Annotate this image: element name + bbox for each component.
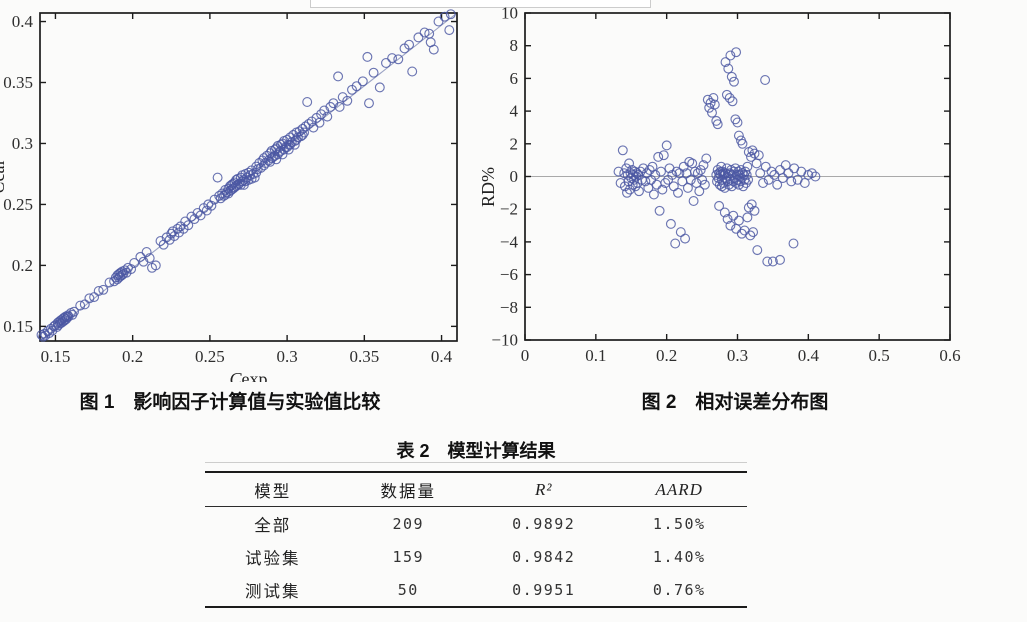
svg-text:−2: −2 bbox=[500, 200, 518, 219]
figure-2-scatter-plot: 0 0.1 0.2 0.3 0.4 0.5 0.6 −10 −8 −6 −4 −2 0 2 4 6 8 10 RD% bbox=[480, 4, 961, 366]
svg-text:−8: −8 bbox=[500, 298, 518, 317]
svg-text:0.3: 0.3 bbox=[727, 346, 748, 365]
table-cell: 209 bbox=[392, 514, 425, 533]
svg-text:0.5: 0.5 bbox=[869, 346, 890, 365]
svg-text:0: 0 bbox=[510, 167, 519, 186]
svg-text:0.3: 0.3 bbox=[276, 347, 297, 366]
table-cell: 0.9892 bbox=[512, 514, 576, 533]
svg-text:0.6: 0.6 bbox=[939, 346, 960, 365]
table-header-row: 模型 数据量 R² AARD bbox=[205, 473, 747, 506]
table-header-cell: 数据量 bbox=[380, 481, 436, 501]
svg-text:0.2: 0.2 bbox=[656, 346, 677, 365]
svg-text:0.25: 0.25 bbox=[195, 347, 225, 366]
table-cell: 0.9842 bbox=[512, 547, 576, 566]
svg-text:0.15: 0.15 bbox=[3, 317, 33, 336]
table-cell: 全部 bbox=[254, 515, 292, 535]
svg-text:0.3: 0.3 bbox=[12, 134, 33, 153]
svg-text:−4: −4 bbox=[500, 232, 519, 251]
svg-text:0.35: 0.35 bbox=[349, 347, 379, 366]
svg-text:0.2: 0.2 bbox=[122, 347, 143, 366]
svg-text:0.35: 0.35 bbox=[3, 73, 33, 92]
svg-text:0.4: 0.4 bbox=[431, 347, 453, 366]
figure-1-scatter-plot: 0.15 0.2 0.25 0.3 0.35 0.4 0.15 0.2 0.25 0.3 0.35 0… bbox=[0, 9, 458, 382]
results-table: 模型 数据量 R² AARD 全部 209 0.9892 1.50% 试验集 159 0.9842… bbox=[205, 462, 747, 608]
svg-text:4: 4 bbox=[510, 102, 519, 121]
table-cell: 0.9951 bbox=[512, 580, 576, 599]
table-header-cell: 模型 bbox=[254, 481, 292, 501]
table-faint-top-rule bbox=[205, 462, 747, 463]
svg-text:Ccal: Ccal bbox=[0, 161, 8, 194]
table-header-cell: AARD bbox=[655, 479, 703, 499]
svg-text:Cexp: Cexp bbox=[229, 369, 267, 382]
table-row: 试验集 159 0.9842 1.40% bbox=[205, 540, 747, 573]
table-top-rule bbox=[205, 471, 747, 473]
table-cell: 159 bbox=[392, 547, 425, 566]
svg-text:−6: −6 bbox=[500, 265, 518, 284]
svg-text:RD%: RD% bbox=[480, 167, 498, 207]
table-cell: 50 bbox=[397, 580, 419, 599]
table-row: 测试集 50 0.9951 0.76% bbox=[205, 573, 747, 606]
table-bottom-rule bbox=[205, 606, 747, 608]
table-body: 全部 209 0.9892 1.50% 试验集 159 0.9842 1.40% 测试集 50 0.… bbox=[205, 507, 747, 606]
svg-text:0.4: 0.4 bbox=[12, 12, 34, 31]
table-header-cell: R² bbox=[535, 479, 553, 499]
svg-text:0.25: 0.25 bbox=[3, 195, 33, 214]
figure-2-caption: 图 2 相对误差分布图 bbox=[641, 392, 829, 413]
svg-text:6: 6 bbox=[510, 69, 519, 88]
svg-text:10: 10 bbox=[501, 4, 518, 23]
cropped-overlay-box bbox=[310, 0, 651, 8]
table-cell: 试验集 bbox=[245, 548, 301, 568]
svg-text:2: 2 bbox=[510, 134, 519, 153]
table-mid-rule bbox=[205, 506, 747, 507]
table-cell: 测试集 bbox=[245, 581, 301, 601]
table-cell: 1.40% bbox=[652, 547, 706, 566]
svg-text:8: 8 bbox=[510, 36, 519, 55]
svg-text:−10: −10 bbox=[491, 331, 518, 350]
figure-1-caption: 图 1 影响因子计算值与实验值比较 bbox=[79, 392, 381, 413]
table-cell: 1.50% bbox=[652, 514, 706, 533]
svg-text:0.15: 0.15 bbox=[41, 347, 71, 366]
svg-text:0: 0 bbox=[521, 346, 530, 365]
table-row: 全部 209 0.9892 1.50% bbox=[205, 507, 747, 540]
svg-text:0.1: 0.1 bbox=[585, 346, 606, 365]
table-caption: 表 2 模型计算结果 bbox=[396, 441, 556, 461]
table-cell: 0.76% bbox=[652, 580, 706, 599]
svg-text:0.2: 0.2 bbox=[12, 256, 33, 275]
svg-text:0.4: 0.4 bbox=[798, 346, 820, 365]
